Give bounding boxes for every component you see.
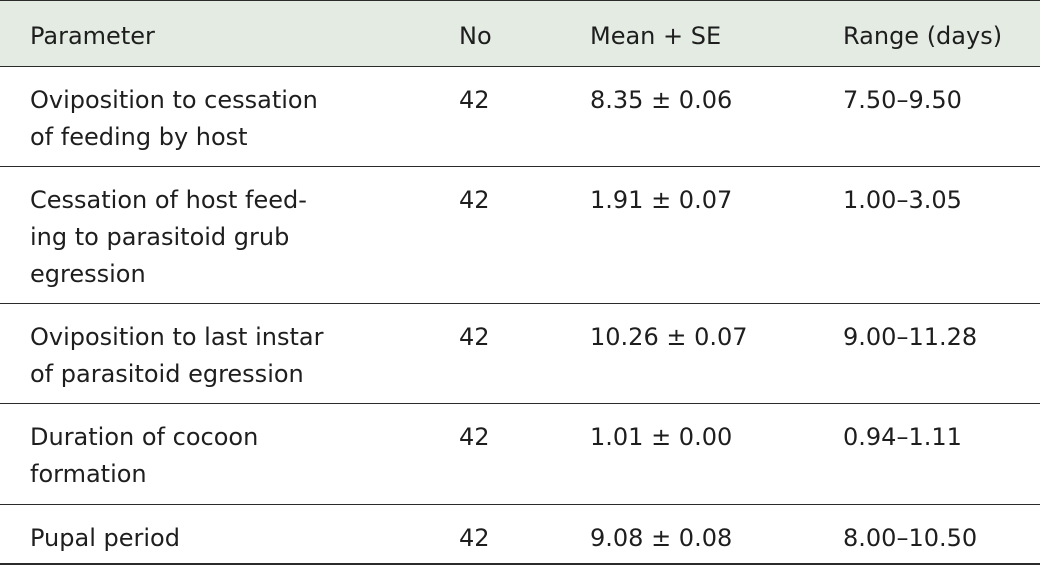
- parameter-line: Oviposition to last instar: [30, 323, 324, 351]
- mean-se-cell: 1.91 ± 0.07: [590, 186, 733, 214]
- parameter-line: Duration of cocoon: [30, 423, 259, 451]
- mean-se-cell: 9.08 ± 0.08: [590, 524, 733, 552]
- no-cell: 42: [459, 186, 490, 214]
- range-cell: 7.50–9.50: [843, 86, 962, 114]
- parameter-line: Pupal period: [30, 524, 180, 552]
- parameter-line: Cessation of host feed-: [30, 186, 307, 214]
- header-no: No: [459, 22, 492, 50]
- no-cell: 42: [459, 323, 490, 351]
- parameter-line: ing to parasitoid grub: [30, 223, 290, 251]
- range-cell: 9.00–11.28: [843, 323, 978, 351]
- parameter-line: of feeding by host: [30, 123, 248, 151]
- table-row: Oviposition to cessation of feeding by h…: [0, 67, 1040, 167]
- parameter-cell: Oviposition to cessation of feeding by h…: [30, 82, 318, 156]
- no-cell: 42: [459, 423, 490, 451]
- header-range: Range (days): [843, 22, 1003, 50]
- parameter-line: of parasitoid egression: [30, 360, 304, 388]
- table-row: Pupal period 42 9.08 ± 0.08 8.00–10.50: [0, 505, 1040, 565]
- parameter-line: formation: [30, 460, 147, 488]
- range-cell: 1.00–3.05: [843, 186, 962, 214]
- parameter-cell: Duration of cocoon formation: [30, 419, 258, 493]
- table-row: Oviposition to last instar of parasitoid…: [0, 304, 1040, 404]
- parameter-line: egression: [30, 260, 146, 288]
- mean-se-cell: 8.35 ± 0.06: [590, 86, 733, 114]
- table-row: Cessation of host feed- ing to parasitoi…: [0, 167, 1040, 304]
- header-parameter: Parameter: [30, 22, 155, 50]
- range-cell: 0.94–1.11: [843, 423, 962, 451]
- parameter-cell: Oviposition to last instar of parasitoid…: [30, 319, 323, 393]
- header-mean-se: Mean + SE: [590, 22, 722, 50]
- parameter-cell: Cessation of host feed- ing to parasitoi…: [30, 182, 307, 293]
- mean-se-cell: 1.01 ± 0.00: [590, 423, 733, 451]
- range-cell: 8.00–10.50: [843, 524, 978, 552]
- table-row: Duration of cocoon formation 42 1.01 ± 0…: [0, 404, 1040, 505]
- mean-se-cell: 10.26 ± 0.07: [590, 323, 748, 351]
- parameter-line: Oviposition to cessation: [30, 86, 318, 114]
- table-header-row: Parameter No Mean + SE Range (days): [0, 1, 1040, 67]
- no-cell: 42: [459, 524, 490, 552]
- no-cell: 42: [459, 86, 490, 114]
- parameter-cell: Pupal period: [30, 520, 180, 557]
